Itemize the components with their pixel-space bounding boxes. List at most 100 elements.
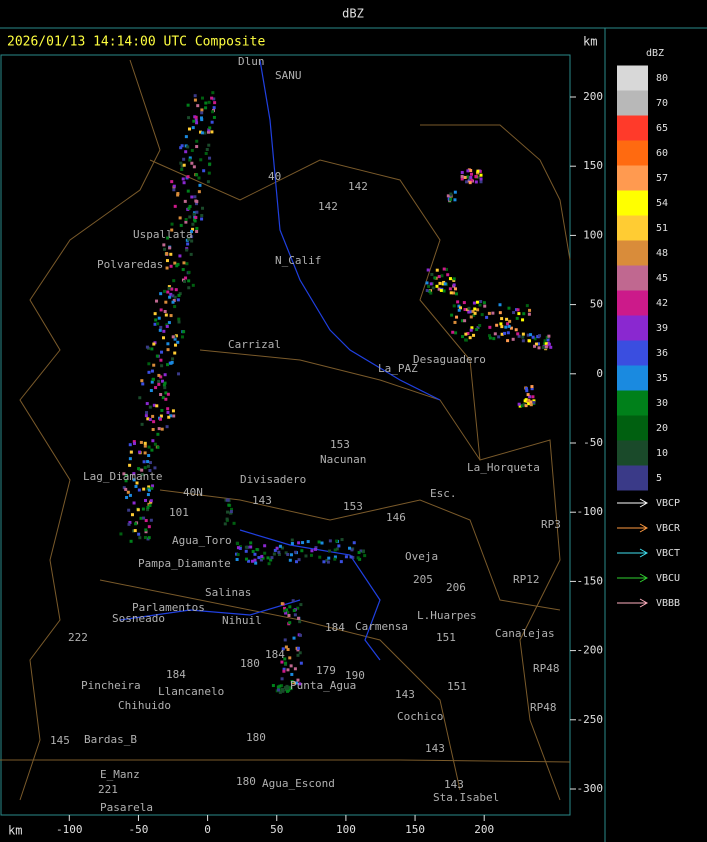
echo [495,323,499,327]
echo [328,539,332,543]
place-label: Llancanelo [158,685,224,698]
echo [194,118,198,122]
echo [128,493,132,497]
echo [236,553,240,557]
echo [140,379,144,383]
echo [277,552,281,556]
echo [474,180,478,184]
echo [155,354,159,358]
echo [170,180,174,184]
echo [150,347,154,351]
echo [350,548,354,552]
echo [177,293,181,297]
y-tick-label: 200 [583,90,603,103]
echo [476,171,480,175]
echo [186,145,190,149]
echo [514,328,518,332]
echo [199,158,203,162]
echo [133,529,137,533]
place-label: 179 [316,664,336,677]
echo [498,303,502,307]
echo [333,548,337,552]
echo [462,301,466,305]
echo [140,473,144,477]
echo [527,398,531,402]
echo [145,402,149,406]
echo [493,332,497,336]
place-label: 40N [183,486,203,499]
echo [435,268,439,272]
echo [210,96,214,100]
echo [289,664,293,668]
echo [176,298,180,302]
echo [200,217,204,221]
echo [325,558,329,562]
echo [431,286,435,290]
place-label: 205 [413,573,433,586]
radar-name: VBCT [656,548,680,559]
echo [182,163,186,167]
echo [195,139,199,143]
echo [201,206,205,210]
echo [124,479,128,483]
echo [128,443,132,447]
echo [174,343,178,347]
echo [476,175,480,179]
echo [289,687,293,691]
echo [298,633,302,637]
echo [283,606,287,610]
echo [296,653,300,657]
radar-name: VBCU [656,573,680,584]
echo [335,539,339,543]
place-label: 142 [318,200,338,213]
echo [284,661,288,665]
echo [500,332,504,336]
echo [132,472,136,476]
echo [238,545,242,549]
echo [443,282,447,286]
echo [457,308,461,312]
echo [276,688,280,692]
echo [182,181,186,185]
echo [478,303,482,307]
echo [297,541,301,545]
echo [143,466,147,470]
echo [517,334,521,338]
echo [152,403,156,407]
echo [532,399,536,403]
place-label: 180 [246,731,266,744]
scale-value: 60 [656,148,668,159]
echo [288,656,292,660]
echo [521,318,525,322]
echo [180,335,184,339]
echo [530,387,534,391]
echo [280,688,284,692]
echo [530,385,534,389]
echo [162,243,166,247]
echo [232,521,236,525]
echo [166,410,170,414]
echo [148,418,152,422]
echo [185,248,189,252]
echo [460,170,464,174]
echo [235,552,239,556]
echo [172,188,176,192]
place-label: 40 [268,170,281,183]
echo [472,313,476,317]
echo [515,316,519,320]
echo [299,603,303,607]
echo [514,308,518,312]
place-label: 143 [444,778,464,791]
echo [187,116,191,120]
place-label: 151 [447,680,467,693]
place-label: E_Manz [100,768,140,781]
echo [140,468,144,472]
echo [318,555,322,559]
echo [356,556,360,560]
echo [193,94,197,98]
echo [146,508,150,512]
echo [134,484,138,488]
echo [167,285,171,289]
echo [119,532,123,536]
